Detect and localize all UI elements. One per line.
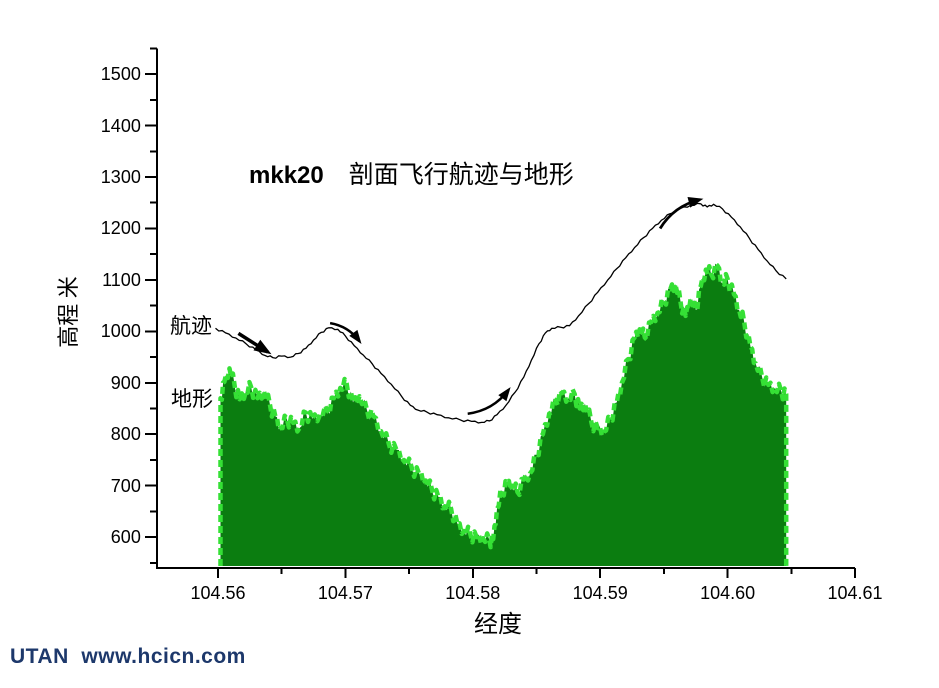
x-tick-label: 104.58 [445,583,501,603]
chart-title-prefix: mkk20 [249,162,324,189]
x-tick-label: 104.61 [827,583,883,603]
terrain-curve-label: 地形 [171,387,213,411]
trajectory-curve-label: 航迹 [170,314,212,338]
chart-title: mkk20 剖面飞行航迹与地形 [249,155,574,191]
chart-title-text: 剖面飞行航迹与地形 [348,162,574,189]
direction-arrow-head [349,329,362,344]
y-tick-label: 1200 [100,218,141,239]
terrain-outline [218,261,789,566]
trajectory-line [215,202,787,424]
y-tick-label: 600 [110,527,141,548]
y-tick-label: 1400 [100,115,141,136]
y-tick-label: 900 [110,372,141,393]
x-tick-label: 104.59 [572,583,628,603]
x-tick-label: 104.60 [700,583,756,603]
y-tick-label: 700 [110,475,141,496]
y-tick-label: 800 [110,424,141,445]
direction-arrow-head [687,197,704,208]
axis-frame [155,48,855,569]
y-tick-label: 1300 [100,167,141,188]
x-tick-label: 104.57 [317,583,373,603]
y-tick-label: 1100 [102,269,141,290]
x-axis-label: 经度 [474,612,522,638]
footer-watermark: UTAN www.hcicn.com [10,645,246,668]
direction-arrow-head [253,339,272,355]
y-tick-label: 1000 [100,321,141,342]
x-tick-label: 104.56 [190,583,246,603]
direction-arrow-head [498,387,511,402]
y-tick-label: 1500 [100,64,141,85]
